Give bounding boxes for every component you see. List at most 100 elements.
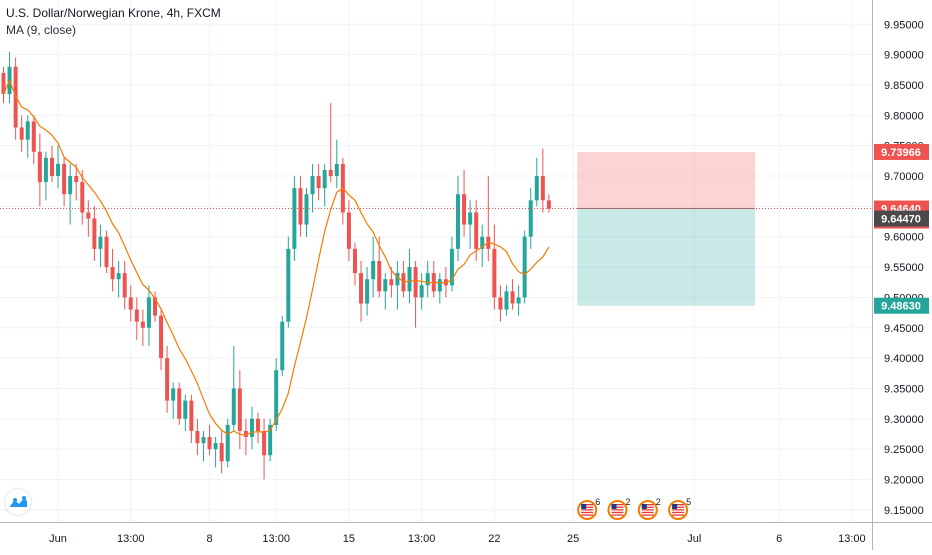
candle-body [504, 291, 509, 310]
x-tick-label: 13:00 [838, 533, 866, 545]
candle-body [456, 194, 460, 249]
y-tick-label: 9.60000 [884, 232, 924, 244]
candle-body [31, 121, 36, 152]
y-tick-label: 9.25000 [884, 444, 924, 456]
stop-price-label: 9.73966 [874, 143, 929, 160]
flag-stripe [672, 506, 685, 508]
candle-body [365, 279, 370, 304]
candle-body [546, 200, 551, 209]
candle-body [98, 236, 103, 249]
y-tick-label: 9.90000 [884, 50, 924, 62]
candle-body [316, 176, 321, 189]
candle-body [80, 182, 85, 213]
target-price-label: 9.48630 [874, 297, 929, 314]
candle-body [177, 388, 182, 419]
symbol-title[interactable]: U.S. Dollar/Norwegian Krone, 4h, FXCM [6, 6, 221, 20]
candle-body [328, 169, 333, 177]
chart-legend: U.S. Dollar/Norwegian Krone, 4h, FXCM MA… [6, 5, 221, 39]
candle-body [280, 321, 285, 371]
y-tick-label: 9.70000 [884, 171, 924, 183]
candle-body [528, 200, 533, 237]
candles [1, 51, 551, 480]
bid-price-label-bg [874, 210, 929, 227]
candle-body [510, 291, 515, 304]
flag-stripe [611, 504, 624, 506]
candle-body [407, 267, 412, 292]
candle-body [237, 388, 242, 431]
grid [0, 0, 872, 522]
long-position-tool[interactable] [577, 151, 755, 306]
event-flag-icon[interactable]: 5 [668, 497, 691, 520]
candle-body [449, 248, 454, 286]
candle-body [377, 261, 382, 292]
candle-body [468, 212, 473, 225]
event-flag-icon[interactable]: 6 [577, 497, 600, 520]
x-tick-label: 15 [343, 533, 355, 545]
flag-stripe [581, 506, 594, 508]
target-price-label-bg [874, 297, 929, 314]
candle-body [104, 236, 109, 268]
flag-stripe [641, 506, 654, 508]
candle-body [146, 297, 151, 328]
candle-body [183, 400, 188, 419]
flag-stripe [611, 514, 624, 516]
candle-body [201, 437, 206, 444]
candle-body [268, 424, 273, 456]
target-price-label-text: 9.48630 [881, 301, 921, 313]
candle-body [68, 176, 73, 195]
candle-body [49, 157, 54, 177]
candle-body [292, 188, 297, 249]
flag-stripe [672, 511, 685, 514]
candle-body [231, 388, 236, 425]
x-tick-label: Jul [687, 533, 701, 545]
x-tick-label: 8 [206, 533, 212, 545]
candle-body [474, 212, 479, 249]
candle-body [498, 297, 503, 310]
y-tick-label: 9.15000 [884, 505, 924, 517]
flag-stripe [672, 509, 685, 511]
candle-body [522, 236, 527, 298]
candle-body [43, 157, 48, 183]
candle-body [359, 273, 364, 304]
candle-body [134, 309, 139, 322]
candle-body [413, 267, 418, 298]
candle-body [1, 72, 6, 95]
event-count: 5 [686, 497, 691, 507]
event-count: 2 [626, 497, 631, 507]
event-flag-icon[interactable]: 2 [637, 497, 661, 520]
candle-body [310, 176, 315, 195]
flag-canton [672, 504, 678, 509]
ma-indicator-label[interactable]: MA (9, close) [6, 23, 77, 37]
candle-body [389, 279, 394, 286]
stop-price-label-bg [874, 143, 929, 160]
flag-canton [581, 504, 587, 509]
bid-price-label: 9.64470 [874, 210, 929, 227]
economic-events[interactable]: 6 2 2 5 [577, 497, 691, 520]
x-tick-label: 6 [776, 533, 782, 545]
candle-body [462, 194, 467, 225]
candle-body [492, 248, 497, 298]
candle-body [274, 370, 279, 425]
ma-line [2, 78, 550, 436]
candle-body [395, 273, 400, 286]
flag-stripe [581, 509, 594, 511]
y-tick-label: 9.55000 [884, 262, 924, 274]
candle-body [171, 388, 176, 401]
flag-stripe [672, 504, 685, 506]
candle-body [140, 321, 145, 328]
tradingview-logo[interactable] [5, 489, 31, 515]
y-tick-label: 9.35000 [884, 383, 924, 395]
flag-stripe [641, 514, 654, 516]
candle-body [62, 163, 67, 195]
candle-body [159, 315, 164, 359]
candle-body [334, 163, 339, 177]
x-tick-label: 13:00 [262, 533, 290, 545]
event-flag-icon[interactable]: 2 [607, 497, 631, 520]
logo-icon [10, 496, 27, 507]
event-count: 6 [595, 497, 600, 507]
bid-price-label-text: 9.64470 [881, 214, 921, 226]
candle-body [189, 400, 194, 431]
candle-body [516, 297, 521, 304]
